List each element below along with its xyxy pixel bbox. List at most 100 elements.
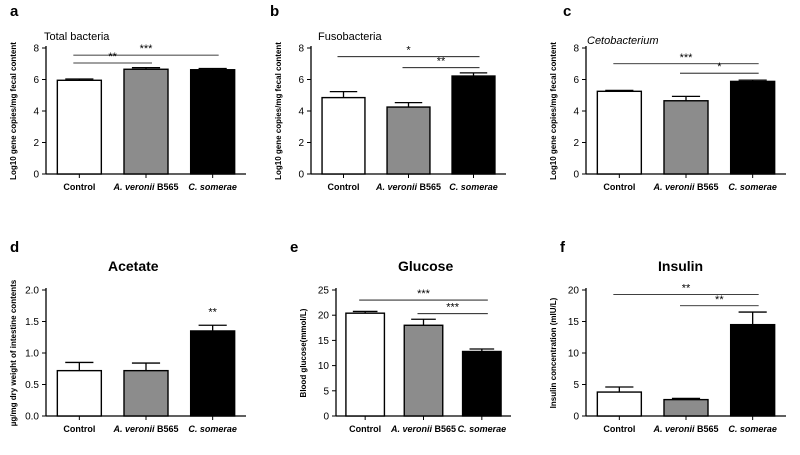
significance-label: ***: [140, 43, 154, 55]
panel-letter: f: [560, 239, 566, 256]
y-tick-label: 6: [33, 75, 39, 86]
bar: [345, 312, 386, 417]
y-tick-label: 8: [33, 44, 39, 55]
y-tick-label: 10: [568, 349, 580, 360]
bar: [729, 323, 776, 417]
y-axis-label: Blood glucose(mmol/L): [299, 308, 308, 397]
panel-title: Glucose: [398, 258, 453, 274]
significance-label: *: [717, 61, 722, 73]
bar: [56, 369, 103, 417]
y-tick-label: 25: [318, 286, 330, 297]
y-tick-label: 5: [323, 386, 329, 397]
y-tick-label: 0.5: [25, 380, 39, 391]
bar: [123, 68, 169, 175]
panel-title: Total bacteria: [44, 31, 110, 43]
bar: [321, 96, 366, 175]
y-tick-label: 2: [33, 138, 39, 149]
significance-label: **: [437, 56, 446, 68]
category-label: Control: [349, 424, 381, 434]
category-label: Control: [603, 182, 635, 192]
bar: [386, 106, 431, 175]
category-label: C. somerae: [728, 182, 777, 192]
bar: [461, 350, 502, 417]
bar: [729, 80, 776, 175]
y-tick-label: 20: [318, 311, 330, 322]
significance-label: ***: [680, 52, 694, 64]
y-tick-label: 4: [33, 107, 39, 118]
panel-title: Fusobacteria: [318, 31, 382, 43]
panel-b: b Fusobacteria Log10 gene copies/mg fecal …: [270, 3, 506, 192]
y-tick-label: 0: [573, 412, 579, 423]
category-label: C. somerae: [449, 182, 498, 192]
y-tick-label: 10: [318, 361, 330, 372]
category-label: Control: [63, 182, 95, 192]
panel-letter: b: [270, 3, 279, 20]
y-tick-label: 6: [298, 75, 304, 86]
y-tick-label: 8: [298, 44, 304, 55]
bar: [451, 75, 496, 175]
significance-label: ***: [446, 302, 460, 314]
panel-letter: a: [10, 3, 19, 20]
y-tick-label: 15: [318, 336, 330, 347]
significance-label: **: [108, 51, 117, 63]
bar: [123, 369, 169, 417]
category-label: Control: [63, 424, 95, 434]
panel-letter: c: [563, 3, 571, 20]
significance-label: **: [682, 282, 691, 294]
y-tick-label: 0: [298, 170, 304, 181]
y-axis-label: Insulin concentration (mIU/L): [549, 297, 558, 408]
category-label: A. veronii B565: [652, 182, 718, 192]
y-tick-label: 2.0: [25, 286, 39, 297]
y-axis-label: Log10 gene copies/mg fecal content: [9, 42, 18, 180]
y-tick-label: 0: [323, 412, 329, 423]
category-label: C. somerae: [188, 182, 237, 192]
y-tick-label: 4: [573, 107, 579, 118]
bar: [663, 100, 709, 175]
significance-label: **: [715, 294, 724, 306]
y-tick-label: 20: [568, 286, 580, 297]
category-label: A. veronii B565: [112, 182, 178, 192]
y-tick-label: 15: [568, 317, 580, 328]
category-label: Control: [603, 424, 635, 434]
panel-a: a Total bacteria Log10 gene copies/mg feca…: [9, 3, 246, 192]
bar: [596, 90, 643, 175]
y-tick-label: 6: [573, 75, 579, 86]
y-axis-label: µg/mg dry weight of intestine contents: [9, 279, 18, 426]
category-label: A. veronii B565: [390, 424, 456, 434]
panel-c: c Cetobacterium Log10 gene copies/mg fecal…: [549, 3, 786, 192]
bar: [189, 330, 236, 417]
category-label: A. veronii B565: [112, 424, 178, 434]
y-tick-label: 0: [573, 170, 579, 181]
significance-label: **: [208, 306, 217, 318]
bar: [403, 324, 444, 417]
y-axis-label: Log10 gene copies/mg fecal content: [549, 42, 558, 180]
bar: [663, 398, 709, 417]
category-label: C. somerae: [458, 424, 507, 434]
y-tick-label: 0.0: [25, 412, 39, 423]
y-tick-label: 5: [573, 380, 579, 391]
panel-d: d Acetate µg/mg dry weight of intestine co…: [9, 239, 246, 434]
panel-title: Acetate: [108, 258, 159, 274]
bar: [189, 69, 236, 175]
bar: [596, 391, 643, 417]
category-label: A. veronii B565: [375, 182, 441, 192]
panel-title: Insulin: [658, 258, 703, 274]
significance-label: *: [406, 45, 411, 57]
panel-letter: d: [10, 239, 19, 256]
y-tick-label: 2: [573, 138, 579, 149]
y-axis-label: Log10 gene copies/mg fecal content: [274, 42, 283, 180]
y-tick-label: 1.5: [25, 317, 39, 328]
y-tick-label: 0: [33, 170, 39, 181]
significance-label: ***: [417, 288, 431, 300]
category-label: A. veronii B565: [652, 424, 718, 434]
panel-f: f Insulin Insulin concentration (mIU/L) 0 5 1…: [549, 239, 786, 434]
y-tick-label: 2: [298, 138, 304, 149]
panel-letter: e: [290, 239, 298, 256]
y-tick-label: 8: [573, 44, 579, 55]
y-tick-label: 4: [298, 107, 304, 118]
panel-title: Cetobacterium: [587, 35, 659, 47]
y-tick-label: 1.0: [25, 349, 39, 360]
category-label: Control: [328, 182, 360, 192]
category-label: C. somerae: [728, 424, 777, 434]
